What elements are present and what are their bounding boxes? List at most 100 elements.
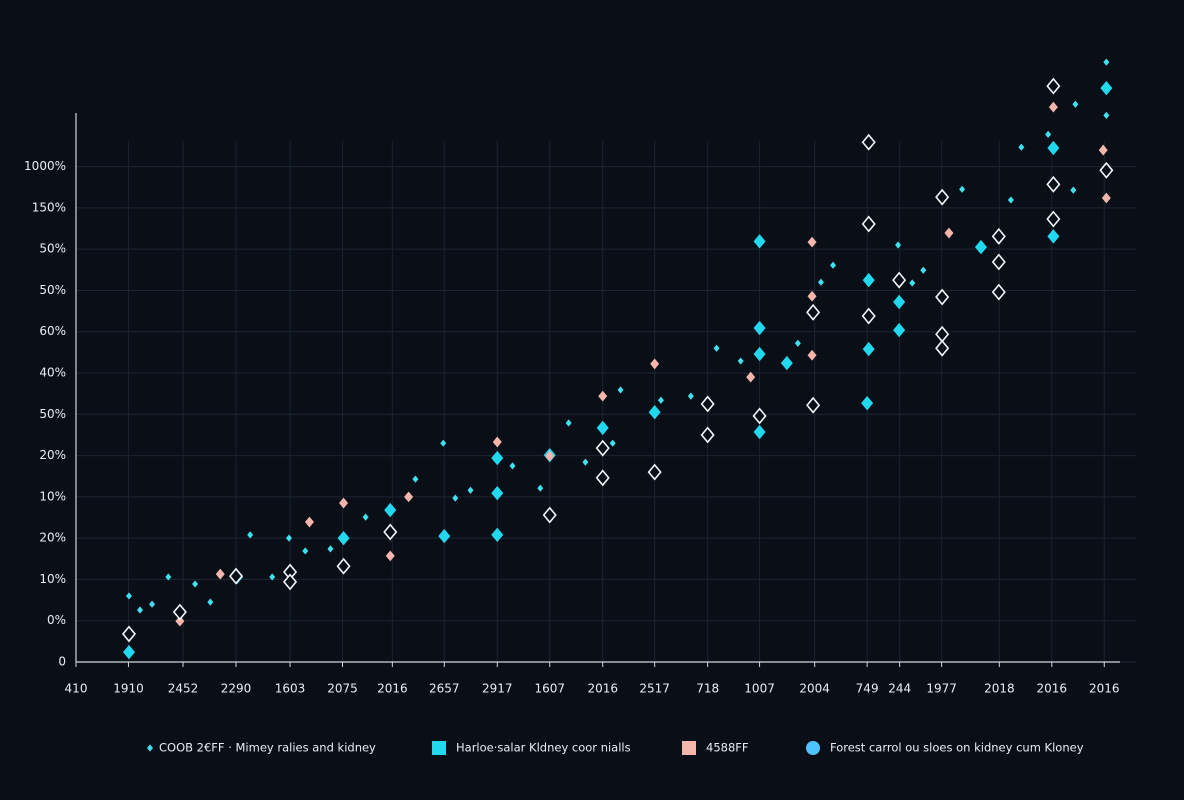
point <box>862 341 875 357</box>
point <box>1046 77 1061 95</box>
point <box>125 592 132 600</box>
x-tick-label: 1603 <box>275 682 306 696</box>
point <box>215 568 225 580</box>
point <box>892 271 907 289</box>
x-tick-label: 2018 <box>984 682 1015 696</box>
point <box>687 392 694 400</box>
point <box>438 528 451 544</box>
legend-item: 4588FF <box>682 741 749 755</box>
point <box>861 215 876 233</box>
x-tick-label: 2016 <box>377 682 408 696</box>
point <box>1048 101 1058 113</box>
point <box>935 339 950 357</box>
point <box>700 426 715 444</box>
point <box>817 278 824 286</box>
x-tick-label: 2004 <box>799 682 830 696</box>
y-tick-label: 10% <box>39 572 66 586</box>
x-tick-label: 2517 <box>639 682 670 696</box>
legend-marker <box>147 744 153 752</box>
point <box>337 530 350 546</box>
point <box>247 531 254 539</box>
point <box>713 344 720 352</box>
y-tick-label: 10% <box>39 489 66 503</box>
point <box>650 358 660 370</box>
point <box>339 497 349 509</box>
x-tick-label: 2657 <box>429 682 460 696</box>
point <box>491 527 504 543</box>
point <box>192 580 199 588</box>
legend-label: COOB 2€FF · Mimey ralies and kidney <box>159 741 376 755</box>
point <box>1046 210 1061 228</box>
point <box>545 450 555 462</box>
point <box>895 241 902 249</box>
x-tick-label: 1007 <box>744 682 775 696</box>
point <box>752 407 767 425</box>
y-tick-label: 40% <box>39 366 66 380</box>
point <box>609 439 616 447</box>
point <box>974 239 987 255</box>
point <box>920 266 927 274</box>
point <box>384 502 397 518</box>
point <box>794 339 801 347</box>
point <box>657 396 664 404</box>
y-tick-label: 20% <box>39 448 66 462</box>
legend: COOB 2€FF · Mimey ralies and kidney Harlo… <box>147 741 1084 755</box>
point <box>121 625 137 643</box>
x-tick-label: 1607 <box>534 682 565 696</box>
y-tick-label: 50% <box>39 407 66 421</box>
x-tick-label: 1977 <box>926 682 957 696</box>
point <box>385 550 395 562</box>
x-tick-label: 1910 <box>113 682 144 696</box>
point <box>935 325 950 343</box>
point <box>565 419 572 427</box>
point <box>542 506 557 524</box>
point <box>1072 100 1079 108</box>
legend-marker <box>682 741 696 755</box>
legend-label: 4588FF <box>706 741 749 755</box>
legend-item: COOB 2€FF · Mimey ralies and kidney <box>147 741 376 755</box>
point <box>753 320 766 336</box>
point <box>1101 192 1111 204</box>
point <box>595 439 610 457</box>
point <box>285 534 292 542</box>
point <box>991 253 1006 271</box>
y-tick-label: 20% <box>39 531 66 545</box>
y-tick-label: 50% <box>39 283 66 297</box>
point <box>383 523 398 541</box>
y-tick-label: 150% <box>32 200 66 214</box>
point <box>283 573 298 591</box>
point <box>1045 130 1052 138</box>
point <box>1007 196 1014 204</box>
point <box>935 188 950 206</box>
point <box>207 598 214 606</box>
point <box>1047 140 1060 156</box>
point <box>617 386 624 394</box>
point <box>452 494 459 502</box>
point <box>830 261 837 269</box>
point <box>861 133 876 151</box>
point <box>595 469 610 487</box>
point <box>1047 229 1060 244</box>
legend-label: Harloe·salar Kldney coor nialls <box>456 741 631 755</box>
point <box>175 615 185 627</box>
point <box>861 307 876 325</box>
point <box>737 357 744 365</box>
point <box>1103 111 1110 120</box>
point <box>412 475 419 483</box>
x-tick-label: 2075 <box>327 682 358 696</box>
point <box>467 486 474 494</box>
y-tick-label: 60% <box>39 324 66 338</box>
point <box>228 567 244 585</box>
x-tick-label: 2917 <box>482 682 513 696</box>
point <box>122 644 135 660</box>
y-tick-label: 0% <box>47 613 66 627</box>
x-tick-label: 2452 <box>168 682 199 696</box>
point <box>596 420 609 436</box>
point <box>861 395 874 411</box>
legend-label: Forest carrol ou sloes on kidney cum Klo… <box>830 741 1084 755</box>
point <box>780 355 793 371</box>
point <box>807 290 817 302</box>
y-tick-label: 50% <box>39 242 66 256</box>
